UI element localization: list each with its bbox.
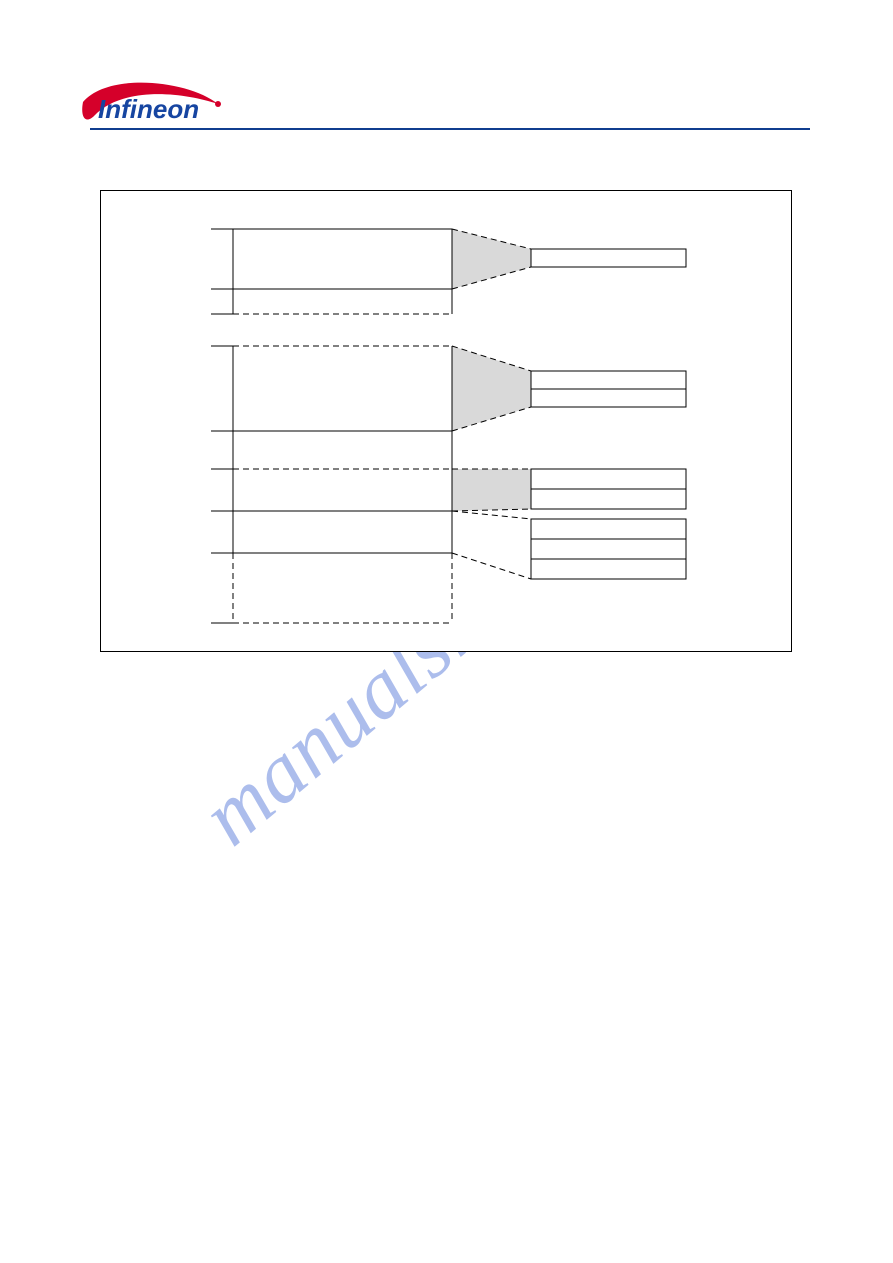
header-rule <box>90 128 810 130</box>
logo-text: Infineon <box>98 94 199 124</box>
infineon-logo: Infineon <box>78 78 228 130</box>
page-root: Infineon manualshive.com <box>0 0 893 1263</box>
memory-map-diagram <box>100 190 792 652</box>
